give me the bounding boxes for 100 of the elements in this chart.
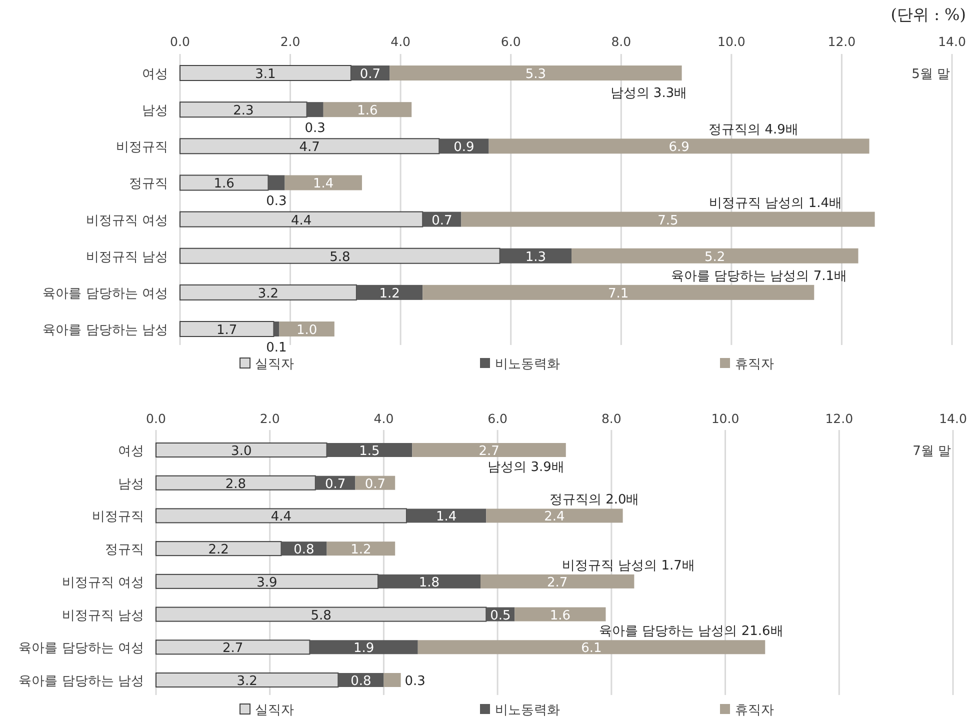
data-label: 1.7: [216, 323, 238, 338]
y-tick-label: 비정규직: [92, 510, 144, 525]
annotation: 5월 말: [912, 67, 950, 82]
annotation: 남성의 3.9배: [488, 460, 564, 475]
y-tick-label: 육아를 담당하는 여성: [18, 641, 144, 656]
annotation: 남성의 3.3배: [610, 86, 688, 102]
y-tick-label: 비정규직: [116, 140, 168, 156]
y-tick-label: 여성: [118, 444, 144, 459]
annotation: 7월 말: [912, 444, 951, 459]
x-tick-label: 14.0: [938, 34, 966, 49]
data-label: 6.1: [581, 641, 602, 656]
data-label: 4.4: [270, 510, 292, 525]
x-tick-label: 2.0: [260, 411, 280, 426]
x-tick-label: 12.0: [825, 411, 854, 426]
y-tick-label: 남성: [142, 104, 168, 119]
data-label: 1.8: [418, 575, 440, 590]
bar: [572, 248, 858, 264]
x-tick-label: 4.0: [374, 411, 394, 426]
legend-label: 비노동력화: [495, 703, 560, 718]
data-label: 1.2: [350, 542, 372, 558]
data-label: 0.1: [266, 340, 287, 356]
data-label: 0.8: [350, 674, 372, 689]
y-tick-label: 비정규직 여성: [62, 575, 144, 590]
bar: [279, 322, 334, 336]
data-label: 0.7: [360, 67, 381, 82]
x-tick-label: 4.0: [390, 34, 411, 49]
x-tick-label: 8.0: [601, 411, 622, 426]
bar: [406, 508, 486, 523]
y-tick-label: 비정규직 남성: [86, 250, 168, 265]
data-label: 1.5: [359, 444, 380, 459]
annotation: 비정규직 남성의 1.7배: [562, 558, 695, 574]
text: (단위 : %): [890, 5, 966, 24]
legend-label: 비노동력화: [495, 357, 560, 372]
legend-label: 휴직자: [735, 703, 774, 718]
x-tick-label: 10.0: [718, 34, 746, 49]
data-label: 1.3: [525, 250, 546, 265]
y-tick-label: 정규직: [105, 542, 144, 558]
data-label: 1.6: [357, 104, 378, 119]
data-label: 0.7: [432, 213, 452, 228]
legend-label: 실직자: [255, 357, 294, 372]
annotation: 비정규직 남성의 1.4배: [709, 196, 842, 211]
data-label: 1.9: [353, 641, 374, 656]
legend-label: 실직자: [255, 703, 294, 718]
y-tick-label: 비정규직 여성: [86, 213, 168, 228]
bar: [274, 322, 280, 336]
bar: [310, 640, 418, 654]
bar: [326, 542, 396, 556]
x-tick-label: 2.0: [280, 34, 300, 49]
y-tick-label: 육아를 담당하는 남성: [18, 674, 144, 689]
bar: [500, 248, 572, 264]
data-label: 0.3: [404, 674, 426, 689]
bar: [412, 443, 566, 457]
data-label: 0.8: [294, 542, 314, 558]
bar: [486, 508, 623, 523]
x-tick-label: 14.0: [939, 411, 967, 426]
y-tick-label: 육아를 담당하는 여성: [42, 286, 168, 302]
data-label: 3.9: [256, 575, 278, 590]
y-tick-label: 여성: [142, 67, 168, 82]
data-label: 5.8: [330, 250, 350, 265]
y-tick-label: 육아를 담당하는 남성: [42, 323, 168, 338]
bar: [356, 284, 423, 300]
data-label: 0.3: [304, 121, 326, 136]
data-label: 3.1: [255, 67, 276, 82]
data-label: 1.6: [550, 608, 571, 624]
bar: [384, 673, 401, 687]
bar: [323, 102, 412, 118]
data-label: 5.3: [525, 67, 546, 82]
data-label: 2.7: [478, 444, 500, 459]
data-label: 2.3: [233, 104, 254, 119]
bar: [306, 102, 324, 118]
bar: [378, 574, 480, 588]
bar: [326, 443, 412, 457]
data-label: 6.9: [668, 140, 690, 156]
data-label: 0.3: [266, 194, 287, 210]
data-label: 0.7: [364, 476, 386, 492]
x-tick-label: 6.0: [500, 34, 521, 49]
data-label: 3.2: [236, 674, 258, 689]
data-label: 1.2: [379, 286, 400, 302]
data-label: 0.7: [324, 476, 346, 492]
bar: [268, 175, 285, 190]
bar: [514, 607, 606, 622]
x-tick-label: 6.0: [488, 411, 508, 426]
data-label: 4.7: [299, 140, 320, 156]
data-label: 1.4: [313, 176, 334, 192]
data-label: 3.0: [231, 444, 252, 459]
y-tick-label: 비정규직 남성: [62, 608, 144, 624]
bar: [284, 175, 362, 190]
bar: [418, 640, 766, 654]
data-label: 4.4: [290, 213, 312, 228]
data-label: 2.8: [225, 476, 246, 492]
x-tick-label: 0.0: [170, 34, 190, 49]
x-tick-label: 0.0: [146, 411, 166, 426]
annotation: 육아를 담당하는 남성의 21.6배: [598, 624, 784, 640]
data-label: 2.2: [208, 542, 229, 558]
annotation: 육아를 담당하는 남성의 7.1배: [670, 268, 848, 284]
data-label: 0.5: [490, 608, 511, 624]
annotation: 정규직의 4.9배: [708, 122, 798, 138]
data-label: 5.2: [704, 250, 726, 265]
bar: [461, 212, 875, 227]
x-tick-label: 12.0: [828, 34, 856, 49]
